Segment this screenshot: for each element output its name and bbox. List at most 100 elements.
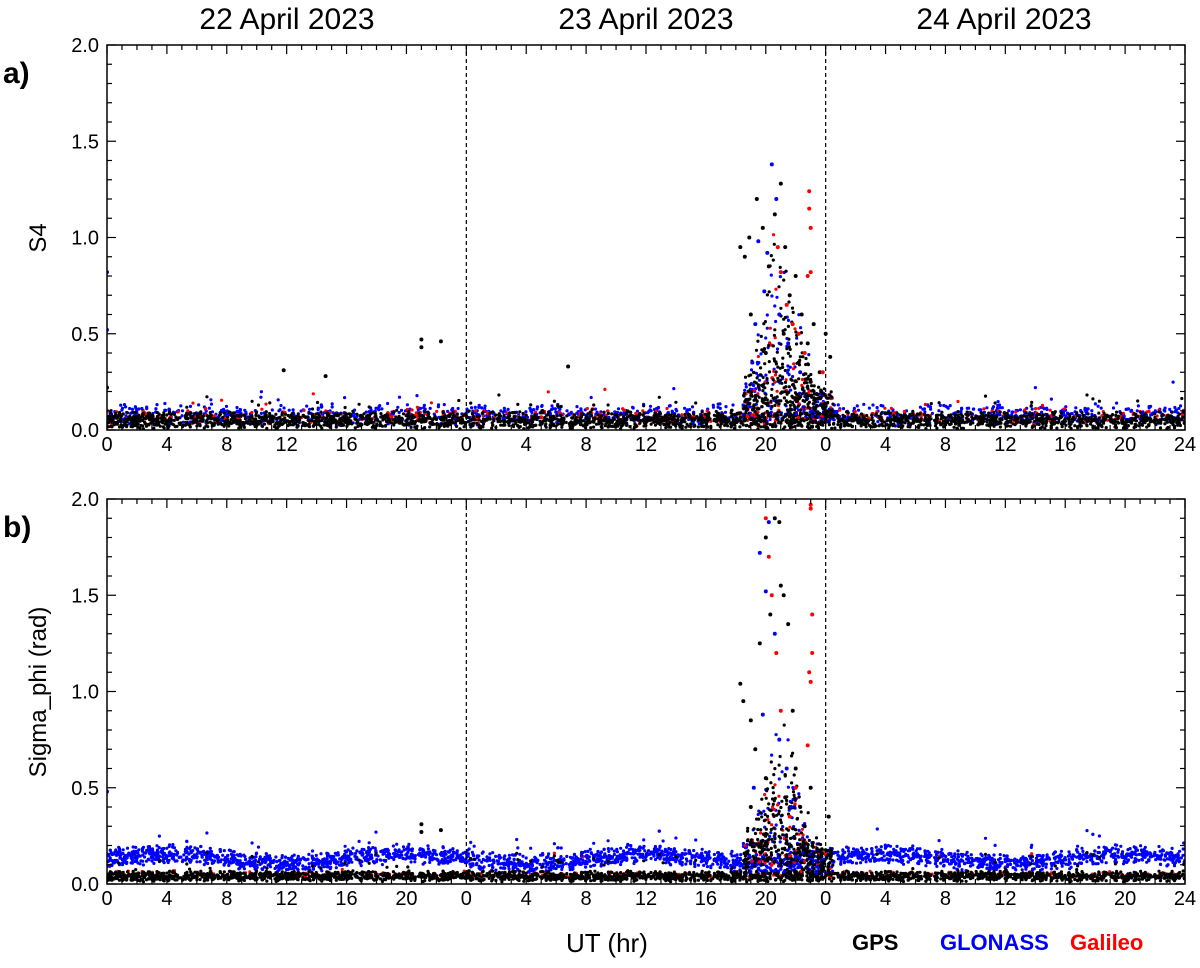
bg-point-gps	[1157, 410, 1160, 413]
data-point-gps	[749, 313, 753, 317]
bg-point-gps	[458, 419, 461, 422]
bg-point-glonass	[769, 418, 772, 421]
bg-point-glonass	[960, 407, 963, 410]
bg-point-gps	[979, 411, 982, 414]
bg-point-gps	[994, 401, 997, 404]
bg-point-gps	[866, 421, 869, 424]
bg-point-glonass	[386, 402, 389, 405]
bg-point-gps	[860, 419, 863, 422]
bg-point-gps	[966, 420, 969, 423]
bg-point-gps	[560, 419, 563, 422]
bg-point-gps	[141, 424, 144, 427]
burst-point-gps	[799, 408, 802, 411]
bg-point-gps	[1028, 413, 1031, 416]
burst-point-gps	[788, 385, 791, 388]
bg-point-gps	[125, 424, 128, 427]
bg-point-glonass	[155, 403, 158, 406]
burst-point-gps	[773, 243, 776, 246]
bg-point-gps	[516, 424, 519, 427]
bg-point-gps	[417, 412, 420, 415]
data-point-gps	[419, 345, 423, 349]
burst-point-gps	[743, 400, 746, 403]
bg-point-gps	[771, 424, 774, 427]
bg-point-gps	[1103, 417, 1106, 420]
bg-point-glonass	[208, 407, 211, 410]
burst-point-gps	[768, 290, 771, 293]
bg-point-gps	[1085, 424, 1088, 427]
bg-point-gps	[279, 419, 282, 422]
bg-point-gps	[308, 419, 311, 422]
bg-point-gps	[384, 425, 387, 428]
bg-point-gps	[344, 406, 347, 409]
x-tick-label: 24	[1174, 434, 1196, 456]
burst-point-galileo	[757, 355, 760, 358]
bg-point-glonass	[437, 405, 440, 408]
bg-point-gps	[888, 425, 891, 428]
bg-point-gps	[598, 422, 601, 425]
burst-point-gps	[756, 376, 759, 379]
bg-point-gps	[702, 425, 705, 428]
burst-point-gps	[772, 378, 775, 381]
bg-point-gps	[630, 414, 633, 417]
bg-point-gps	[1133, 419, 1136, 422]
bg-point-glonass	[317, 408, 320, 411]
bg-point-gps	[592, 403, 595, 406]
bg-point-gps	[229, 418, 232, 421]
bg-point-gps	[886, 418, 889, 421]
bg-point-gps	[911, 410, 914, 413]
burst-point-gps	[766, 381, 769, 384]
burst-point-galileo	[785, 378, 788, 381]
data-point-galileo	[807, 189, 811, 193]
bg-point-glonass	[1137, 404, 1140, 407]
burst-point-galileo	[753, 389, 756, 392]
bg-point-gps	[478, 426, 481, 429]
burst-point-gps	[781, 357, 784, 360]
bg-point-gps	[559, 414, 562, 417]
bg-point-gps	[284, 413, 287, 416]
bg-point-gps	[898, 418, 901, 421]
data-point-glonass	[750, 361, 754, 365]
x-tick-label: 20	[755, 434, 777, 456]
bg-point-gps	[482, 411, 485, 414]
bg-point-galileo	[430, 401, 433, 404]
bg-point-gps	[471, 412, 474, 415]
bg-point-glonass	[443, 403, 446, 406]
data-point-gps	[812, 322, 816, 326]
burst-point-glonass	[766, 327, 769, 330]
bg-point-glonass	[271, 408, 274, 411]
burst-point-gps	[813, 415, 816, 418]
bg-point-galileo	[558, 411, 561, 414]
data-point-glonass	[762, 289, 766, 293]
bg-point-gps	[494, 413, 497, 416]
bg-point-glonass	[998, 413, 1001, 416]
bg-point-glonass	[1083, 408, 1086, 411]
burst-point-glonass	[775, 296, 778, 299]
x-tick-label: 8	[940, 434, 951, 456]
bg-point-gps	[1025, 411, 1028, 414]
bg-point-gps	[658, 415, 661, 418]
bg-point-gps	[421, 419, 424, 422]
burst-point-gps	[790, 379, 793, 382]
bg-point-gps	[680, 421, 683, 424]
bg-point-gps	[361, 417, 364, 420]
bg-point-gps	[904, 418, 907, 421]
bg-point-gps	[348, 412, 351, 415]
burst-point-gps	[764, 396, 767, 399]
bg-point-gps	[1143, 414, 1146, 417]
bg-point-galileo	[890, 407, 893, 410]
bg-point-glonass	[985, 406, 988, 409]
bg-point-gps	[820, 423, 823, 426]
bg-point-gps	[1057, 420, 1060, 423]
bg-point-gps	[1114, 414, 1117, 417]
bg-point-gps	[330, 418, 333, 421]
bg-point-gps	[739, 419, 742, 422]
bg-point-gps	[325, 411, 328, 414]
bg-point-gps	[117, 414, 120, 417]
bg-point-gps	[410, 415, 413, 418]
bg-point-gps	[1054, 421, 1057, 424]
bg-point-gps	[871, 416, 874, 419]
bg-point-glonass	[717, 406, 720, 409]
burst-point-gps	[801, 392, 804, 395]
bg-point-gps	[1043, 421, 1046, 424]
